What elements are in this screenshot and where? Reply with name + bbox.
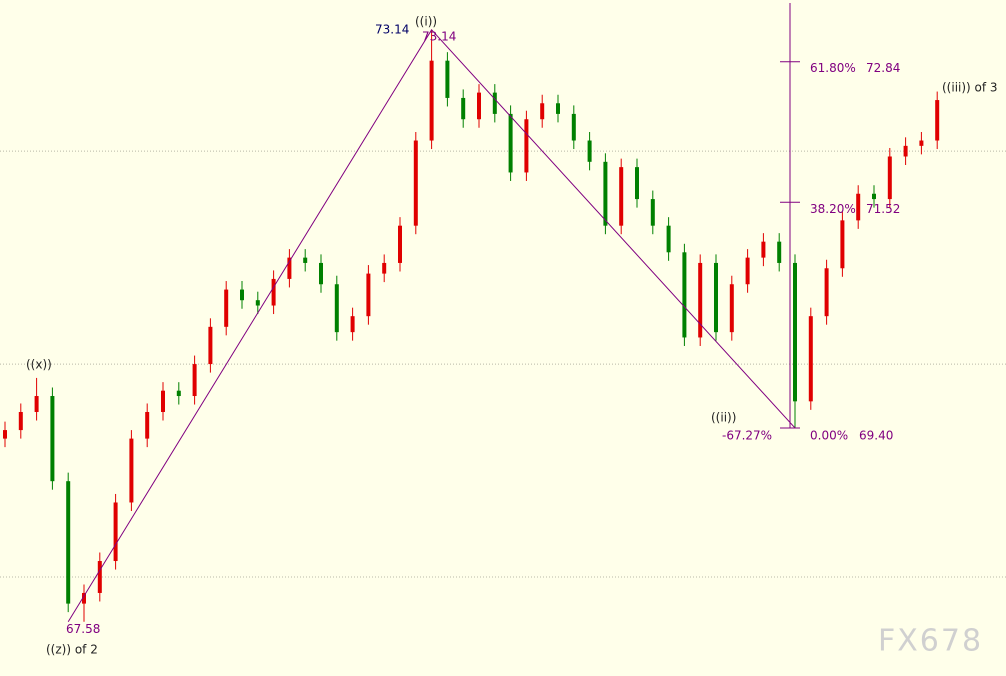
fib-pct: 38.20%: [810, 202, 856, 216]
candle-body: [540, 103, 545, 120]
candle-body: [319, 262, 323, 285]
price-label: 67.58: [66, 622, 100, 636]
candle-body: [82, 592, 86, 604]
candle-body: [872, 193, 876, 200]
fib-value: 69.40: [859, 428, 893, 442]
candle-body: [824, 268, 829, 317]
candle-body: [97, 561, 102, 593]
fib-value: 72.84: [866, 61, 900, 75]
candle-body: [366, 273, 371, 317]
candle-body: [650, 199, 655, 226]
candle-body: [161, 390, 165, 412]
fib-value: 71.52: [866, 202, 900, 216]
candle-body: [856, 193, 861, 221]
candle-body: [3, 430, 7, 439]
candle-body: [587, 140, 592, 162]
candle-body: [556, 103, 560, 114]
candle-body: [50, 396, 55, 482]
candle-body: [903, 145, 908, 157]
candle-body: [18, 411, 23, 431]
candle-body: [113, 502, 118, 562]
candle-body: [255, 300, 260, 306]
candle-body: [919, 140, 924, 146]
candle-body: [382, 262, 387, 274]
wave-label: ((x)): [26, 358, 52, 372]
price-label: 73.14: [422, 29, 456, 43]
candle-body: [603, 161, 608, 226]
candle-body: [461, 97, 466, 120]
candle-body: [271, 278, 276, 306]
wave-line: [67, 28, 796, 622]
candle-body: [350, 316, 355, 333]
candle-body: [413, 140, 418, 226]
candle-body: [935, 100, 940, 141]
candle-body: [761, 241, 766, 258]
candle-body: [34, 396, 39, 412]
candle-body: [334, 284, 339, 333]
candle-body: [808, 316, 813, 402]
retrace-label: -67.27%: [722, 429, 772, 443]
candle-body: [145, 411, 150, 439]
candle-body: [192, 364, 197, 397]
wave-label: ((iii)) of 3: [942, 81, 998, 95]
candle-body: [477, 92, 481, 120]
watermark: FX678: [878, 624, 983, 659]
wave-label: ((ii)): [711, 411, 736, 425]
candle-body: [303, 257, 308, 263]
candle-body: [571, 113, 576, 141]
candle-body: [682, 252, 687, 338]
wave-label: ((z)) of 2: [46, 643, 98, 657]
candle-body: [619, 167, 624, 226]
candle-body: [887, 156, 892, 200]
candle-body: [492, 92, 497, 114]
candle-body: [224, 289, 229, 327]
candle-body: [129, 438, 134, 503]
price-label: 73.14: [375, 22, 409, 36]
candle-body: [666, 225, 671, 253]
candle-body: [729, 284, 734, 333]
candle-body: [524, 119, 529, 173]
candle-body: [793, 262, 797, 402]
candle-body: [840, 220, 845, 269]
candle-body: [698, 262, 703, 338]
wave-label: ((i)): [415, 15, 437, 29]
fib-pct: 61.80%: [810, 61, 856, 75]
candle-body: [508, 113, 513, 173]
candle-body: [714, 262, 718, 333]
candle-body: [240, 289, 244, 301]
candle-body: [208, 326, 213, 365]
candle-body: [745, 257, 750, 285]
candle-body: [777, 241, 782, 263]
candle-body: [398, 225, 402, 263]
candle-body: [445, 60, 450, 98]
candle-body: [635, 167, 639, 200]
candle-body: [429, 60, 434, 141]
candle-body: [66, 481, 71, 604]
candle-body: [287, 257, 292, 279]
fib-pct: 0.00%: [810, 428, 848, 442]
candle-body: [176, 390, 181, 397]
